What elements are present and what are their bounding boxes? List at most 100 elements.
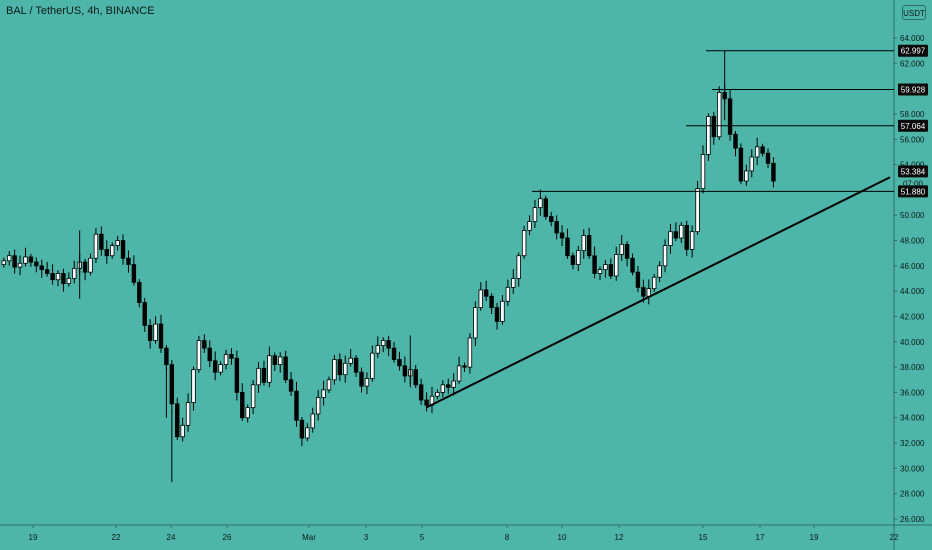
bullish-candle [662,245,668,267]
bullish-candle [456,365,462,382]
bullish-candle [310,413,315,429]
y-tick-label: 28.000 [900,490,925,499]
price-label-box [898,119,928,132]
bearish-candle [359,371,364,387]
bullish-candle [326,379,332,391]
bearish-candle [299,419,305,439]
bullish-candle [695,188,700,233]
bullish-candle [467,337,473,368]
bullish-candle [23,256,28,264]
bullish-candle [250,384,256,409]
bearish-candle [483,289,489,297]
bearish-candle [353,357,359,373]
x-tick-label: 24 [167,533,176,542]
bullish-candle [72,267,77,279]
bullish-candle [110,245,115,257]
bearish-candle [554,221,559,234]
bearish-candle [212,360,218,373]
y-tick-label: 30.000 [900,464,925,473]
bullish-candle [185,402,191,426]
ascending-trendline [425,176,891,409]
price-label-text: 51.880 [901,187,926,196]
bullish-candle [581,235,586,252]
x-tick-label: 19 [810,533,819,542]
bearish-candle [294,390,299,421]
bearish-candle [624,243,630,259]
bullish-candle [538,198,543,209]
y-tick-label: 64.000 [900,34,925,43]
bearish-candle [586,235,592,257]
price-label-text: 57.064 [901,122,926,131]
bullish-candle [375,345,380,354]
bullish-candle [614,254,619,277]
bullish-candle [305,427,310,439]
bullish-candle [348,357,353,364]
bullish-candle [657,265,662,278]
bearish-candle [337,359,343,376]
bearish-candle [261,367,267,383]
bullish-candle [115,240,120,246]
bearish-candle [99,233,104,250]
y-tick-label: 34.000 [900,414,925,423]
bullish-candle [511,278,516,288]
bearish-candle [630,257,635,273]
bearish-candle [418,384,424,401]
bullish-candle [754,146,760,158]
bearish-candle [229,354,234,359]
bearish-candle [397,359,402,367]
bearish-candle [44,269,50,274]
bearish-candle [592,255,597,274]
bearish-candle [28,256,34,263]
bearish-candle [765,152,771,164]
bearish-candle [424,399,429,406]
bearish-candle [635,271,641,288]
bearish-candle [272,355,277,365]
y-tick-label: 56.000 [900,135,925,144]
x-tick-label: 17 [756,533,765,542]
bearish-candle [142,302,147,326]
y-tick-label: 26.000 [900,515,925,524]
price-label-box [898,44,928,57]
x-tick-label: 12 [615,533,624,542]
bearish-candle [386,340,391,349]
bullish-candle [180,424,185,438]
drawings-layer [425,50,894,409]
bullish-candle [66,278,72,284]
bullish-candle [256,367,261,386]
bullish-candle [364,378,370,387]
bullish-candle [473,307,478,339]
bearish-candle [39,265,44,271]
currency-badge[interactable]: USDT [902,5,926,20]
bearish-candle [61,273,66,284]
bullish-candle [440,384,446,393]
x-tick-label: 26 [223,533,232,542]
bullish-candle [55,273,61,281]
bullish-candle [435,392,440,397]
bearish-candle [82,261,88,273]
bullish-candle [315,397,321,415]
x-tick-label: 15 [699,533,708,542]
y-tick-label: 38.000 [900,363,925,372]
bearish-candle [413,369,418,386]
bearish-candle [234,357,240,393]
bearish-candle [733,133,738,149]
bullish-candle [478,289,483,309]
x-tick-label: 22 [112,533,121,542]
price-label-text: 53.384 [901,167,926,176]
bearish-candle [158,323,164,349]
price-label-text: 62.997 [901,47,926,56]
bullish-candle [527,221,532,231]
bullish-candle [370,352,375,379]
bullish-candle [700,154,706,190]
bullish-candle [521,229,527,257]
bearish-candle [240,392,245,419]
bullish-candle [619,243,624,255]
bullish-candle [218,364,223,373]
bullish-candle [380,340,386,346]
bullish-candle [93,233,99,259]
bearish-candle [202,340,207,349]
bearish-candle [402,365,408,377]
